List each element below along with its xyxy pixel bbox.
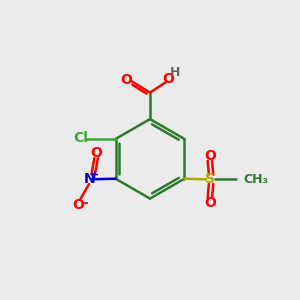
Text: O: O <box>204 196 216 210</box>
Text: H: H <box>170 66 181 79</box>
Text: N: N <box>83 172 95 186</box>
Text: S: S <box>205 172 215 186</box>
Text: CH₃: CH₃ <box>244 173 268 186</box>
Text: -: - <box>83 196 88 210</box>
Text: O: O <box>72 198 84 212</box>
Text: Cl: Cl <box>73 131 88 146</box>
Text: O: O <box>204 149 216 163</box>
Text: O: O <box>90 146 102 160</box>
Text: +: + <box>90 169 99 180</box>
Text: O: O <box>162 72 174 86</box>
Text: O: O <box>121 73 132 87</box>
